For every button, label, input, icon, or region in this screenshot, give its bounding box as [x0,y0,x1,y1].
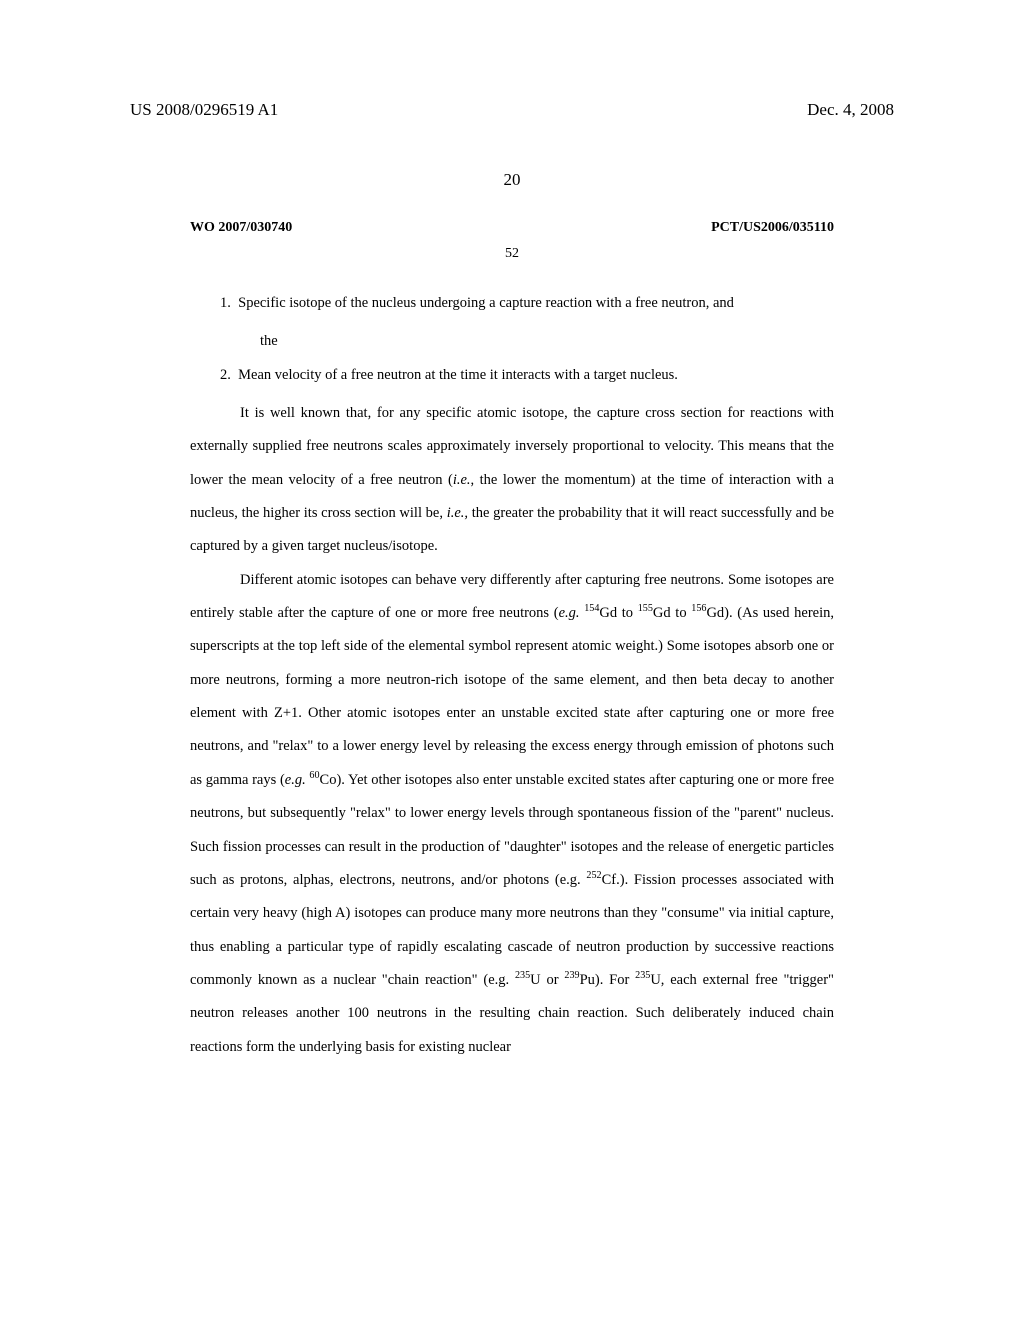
isotope-superscript: 156 [691,603,706,614]
list-text: Specific isotope of the nucleus undergoi… [238,295,734,311]
text-run: Gd). (As used herein, superscripts at th… [190,605,834,788]
paragraph-1: It is well known that, for any specific … [190,397,834,564]
pct-number: PCT/US2006/035110 [711,220,834,236]
sheet-number: 20 [130,170,894,190]
list-item-1-continuation: the [260,325,834,358]
text-run: U or [530,972,564,988]
list-item-2: 2. Mean velocity of a free neutron at th… [235,359,834,392]
publication-number: US 2008/0296519 A1 [130,100,278,120]
isotope-superscript: 235 [635,970,650,981]
italic-text: i.e., [447,505,468,521]
list-item-1: 1. Specific isotope of the nucleus under… [235,287,834,320]
italic-text: e.g. [559,605,580,621]
italic-text: i.e. [453,472,471,488]
paragraph-2: Different atomic isotopes can behave ver… [190,564,834,1064]
publication-header: US 2008/0296519 A1 Dec. 4, 2008 [130,100,894,120]
document-page: US 2008/0296519 A1 Dec. 4, 2008 20 WO 20… [0,0,1024,1124]
isotope-superscript: 154 [584,603,599,614]
list-text: Mean velocity of a free neutron at the t… [238,367,678,383]
isotope-superscript: 155 [638,603,653,614]
isotope-superscript: 239 [564,970,579,981]
isotope-superscript: 252 [586,870,601,881]
text-run: Gd to [599,605,637,621]
list-prefix: 2. [220,367,231,383]
text-run: Gd to [653,605,691,621]
isotope-superscript: 60 [309,770,319,781]
isotope-superscript: 235 [515,970,530,981]
body-content: 1. Specific isotope of the nucleus under… [190,287,834,1064]
publication-date: Dec. 4, 2008 [807,100,894,120]
list-prefix: 1. [220,295,231,311]
text-run: Pu). For [580,972,636,988]
italic-text: e.g. [285,772,306,788]
wo-number: WO 2007/030740 [190,220,292,236]
inner-page-number: 52 [130,246,894,262]
text-run: Cf.). Fission processes associated with … [190,872,834,988]
text-run: Co). Yet other isotopes also enter unsta… [190,772,834,888]
inner-header: WO 2007/030740 PCT/US2006/035110 [190,220,834,236]
